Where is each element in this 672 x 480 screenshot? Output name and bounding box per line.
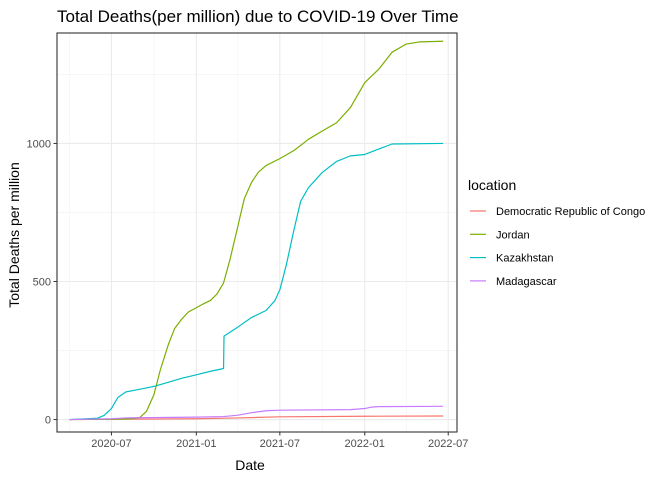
x-tick-label: 2022-07 bbox=[428, 438, 468, 450]
y-tick-label: 1000 bbox=[27, 138, 51, 150]
x-axis-title: Date bbox=[235, 457, 265, 473]
x-tick-label: 2022-01 bbox=[345, 438, 385, 450]
panel-border bbox=[56, 32, 458, 433]
x-tick-label: 2021-01 bbox=[176, 438, 216, 450]
y-axis-title: Total Deaths per million bbox=[6, 162, 22, 308]
legend-label-1: Jordan bbox=[496, 229, 530, 241]
plot-panel bbox=[56, 32, 458, 433]
series-line-2 bbox=[69, 142, 444, 421]
series-line-1 bbox=[69, 40, 444, 421]
series-line-3 bbox=[69, 405, 444, 421]
legend-label-3: Madagascar bbox=[496, 276, 557, 288]
legend-label-2: Kazakhstan bbox=[496, 253, 553, 265]
legend-title: location bbox=[468, 177, 516, 193]
chart-title: Total Deaths(per million) due to COVID-1… bbox=[57, 7, 459, 26]
legend: location Democratic Republic of Congo Jor… bbox=[468, 177, 645, 288]
x-tick-label: 2021-07 bbox=[260, 438, 300, 450]
y-tick-label: 500 bbox=[33, 277, 51, 289]
y-tick-label: 0 bbox=[45, 415, 51, 427]
legend-label-0: Democratic Republic of Congo bbox=[496, 206, 645, 218]
x-tick-label: 2020-07 bbox=[91, 438, 131, 450]
